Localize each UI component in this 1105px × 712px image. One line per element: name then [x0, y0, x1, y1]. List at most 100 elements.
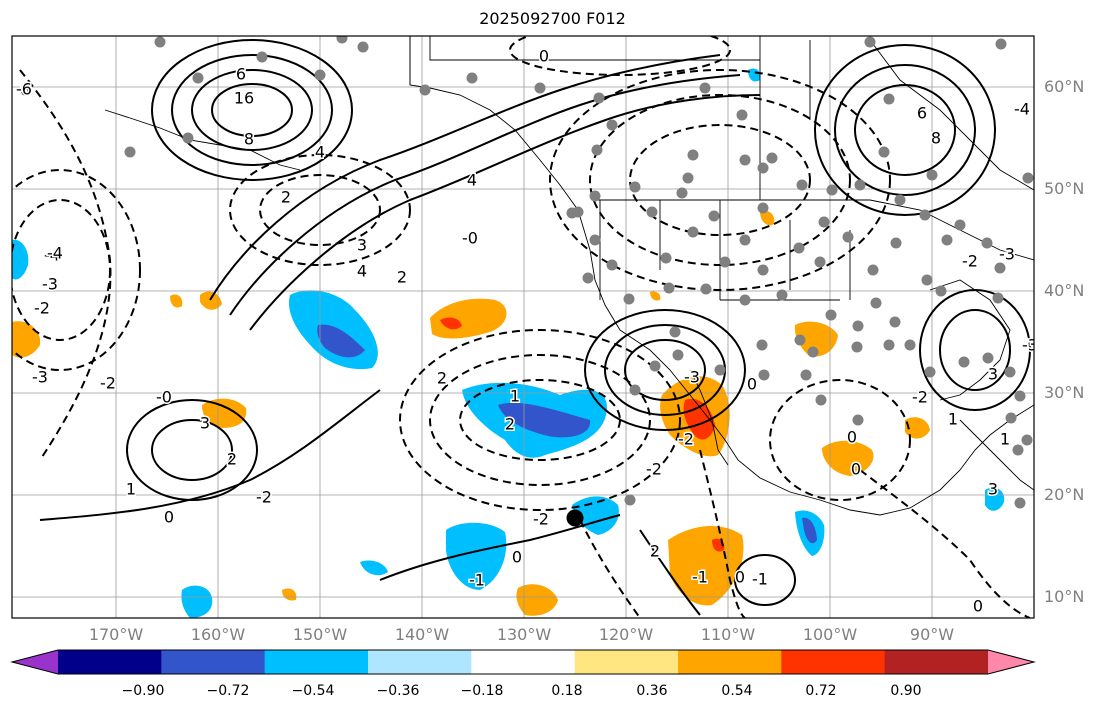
contour-label: -2 — [646, 460, 662, 479]
contour-label: 2 — [227, 450, 237, 469]
lon-label-160w: 160°W — [190, 625, 246, 644]
contour-label: 4 — [357, 262, 367, 281]
contour-high-canada-3 — [814, 44, 996, 216]
contour-trough-4 — [859, 469, 1031, 618]
contour-label: -2 — [912, 388, 928, 407]
contour-label: -4 — [1014, 100, 1030, 119]
contour-label: 3 — [357, 236, 367, 255]
colorbar-segment — [781, 650, 886, 674]
contour-low-conus-3 — [549, 69, 891, 291]
contour-label: 0 — [164, 508, 174, 527]
lon-label-110w: 110°W — [700, 625, 756, 644]
shade-darkblue-west — [317, 324, 365, 358]
contour-low-conus-1 — [629, 124, 811, 236]
shade-orange-sthsouth — [516, 584, 558, 616]
shade-blue-small2 — [748, 68, 761, 82]
storm-center-marker — [566, 509, 584, 527]
contour-high-alaska-3 — [151, 39, 353, 181]
lon-label-90w: 90°W — [909, 625, 955, 644]
map-title: 2025092700 F012 — [479, 9, 626, 28]
contour-high-alaska-2 — [171, 54, 333, 166]
contour-label: -3 — [42, 275, 58, 294]
shade-orange-pacific — [430, 298, 507, 339]
contour-label: 16 — [234, 89, 254, 108]
colorbar-segment — [471, 650, 576, 674]
contour-label: -1 — [752, 570, 768, 589]
contour-high-baja-1 — [624, 339, 706, 401]
shade-orange-gulf — [822, 440, 874, 476]
shade-darkblue-central — [498, 402, 591, 438]
contours-negative — [12, 36, 1031, 618]
contour-label: 6 — [236, 65, 246, 84]
shade-orange-small2 — [170, 294, 183, 308]
contour-label: 1 — [948, 410, 958, 429]
colorbar-tick-label: 0.90 — [890, 683, 922, 699]
colorbar-tick-label: 0.18 — [551, 683, 583, 699]
shade-orange-small1 — [200, 291, 222, 310]
colorbar-segment — [161, 650, 266, 674]
contour-label: 0 — [973, 597, 983, 616]
contour-label: -3 — [32, 368, 48, 387]
contour-low-mexico — [769, 379, 911, 501]
lat-label-10n: 10°N — [1044, 587, 1085, 606]
contour-trough-2 — [699, 449, 746, 618]
colorbar-segment — [368, 650, 472, 674]
shade-blue-left-edge — [12, 239, 29, 280]
lon-label-140w: 140°W — [394, 625, 450, 644]
contour-label: -6 — [16, 80, 32, 99]
colorbar-tick-label: −0.18 — [460, 683, 504, 699]
lat-label-60n: 60°N — [1044, 77, 1085, 96]
shade-blue-caribbean — [985, 487, 1005, 511]
colorbar-outline — [10, 649, 1036, 675]
contour-label: 8 — [931, 129, 941, 148]
lon-label-120w: 120°W — [598, 625, 654, 644]
contour-high-canada-2 — [834, 64, 976, 196]
colorbar-segment — [884, 650, 989, 674]
contour-label: 2 — [650, 542, 660, 561]
shade-orange-small3 — [760, 210, 775, 226]
contour-label: 0 — [847, 428, 857, 447]
shade-orange-left — [12, 321, 41, 358]
colorbar-tick-label: 0.72 — [805, 683, 837, 699]
lon-label-150w: 150°W — [292, 625, 348, 644]
contour-label: 3 — [988, 365, 998, 384]
contour-label: -2 — [533, 510, 549, 529]
contour-low-central-2 — [429, 354, 651, 486]
colorbar-tick-label: −0.36 — [376, 683, 420, 699]
contour-label: 1 — [1000, 430, 1010, 449]
contour-label: 1 — [126, 480, 136, 499]
contour-high-alaska-1 — [191, 69, 313, 151]
contour-label: -3 — [684, 368, 700, 387]
contour-label: -2 — [678, 430, 694, 449]
contour-trough-3 — [579, 519, 641, 618]
lat-label-40n: 40°N — [1044, 281, 1085, 300]
contour-low-central-3 — [399, 329, 681, 511]
contour-label: -3 — [999, 245, 1015, 264]
contour-label: 0 — [851, 460, 861, 479]
contour-ridge-1 — [209, 54, 721, 301]
contour-label: 2 — [437, 369, 447, 388]
contour-high-canada-1 — [854, 84, 956, 176]
contour-label: 4 — [467, 171, 477, 190]
contour-label: 0 — [735, 568, 745, 587]
contour-label: 8 — [244, 130, 254, 149]
shade-blue-small — [360, 560, 388, 576]
contour-label: -3 — [1022, 336, 1038, 355]
contour-high-alaska-4 — [211, 83, 293, 137]
colorbar-tick-label: 0.36 — [636, 683, 668, 699]
contour-label: -2 — [34, 299, 50, 318]
colorbar-extend-high — [988, 650, 1034, 674]
colorbar-tick-label: −0.54 — [291, 683, 335, 699]
graticule — [12, 36, 1034, 618]
lon-label-100w: 100°W — [802, 625, 858, 644]
contour-ridge-2 — [229, 74, 741, 316]
plot-frame — [11, 35, 1035, 619]
contour-label: 4 — [315, 143, 325, 162]
shade-darkblue-mexico — [802, 517, 817, 544]
shade-orange-texas — [794, 321, 838, 357]
contour-low-west-2 — [229, 154, 411, 266]
shade-red-pacific — [440, 317, 462, 330]
contour-label: -2 — [962, 252, 978, 271]
contour-trough-1 — [19, 69, 112, 461]
